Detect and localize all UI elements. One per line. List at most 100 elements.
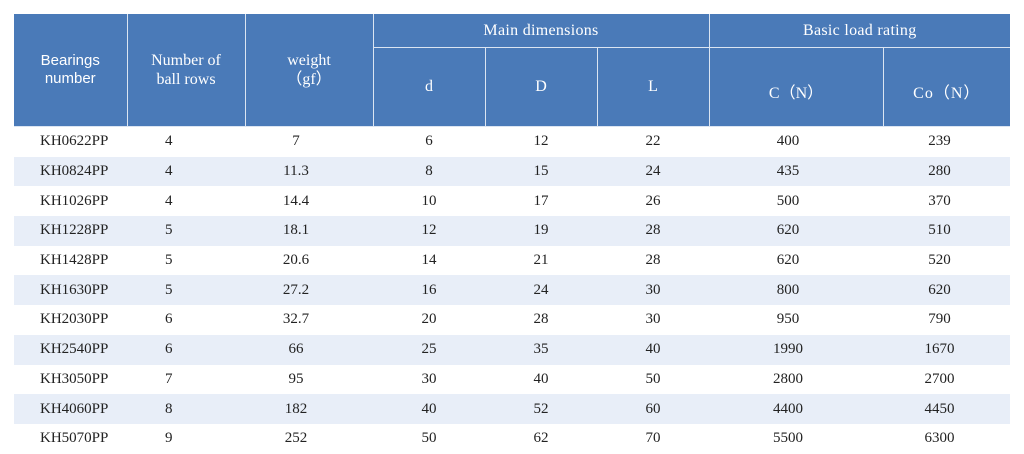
cell-C: 620 (709, 245, 884, 276)
cell-model: KH1026PP (14, 186, 127, 217)
cell-ball-rows: 9 (127, 423, 245, 454)
cell-weight: 20.6 (245, 245, 373, 276)
cell-Co: 520 (883, 245, 1011, 276)
cell-C: 4400 (709, 394, 884, 424)
cell-weight: 95 (245, 364, 373, 395)
cell-model: KH2030PP (14, 305, 127, 335)
cell-model: KH2540PP (14, 334, 127, 365)
cell-D: 24 (485, 275, 597, 306)
cell-C: 5500 (709, 423, 884, 454)
cell-Co: 6300 (883, 423, 1011, 454)
cell-Co: 239 (883, 126, 1011, 157)
cell-ball-rows: 4 (127, 126, 245, 157)
cell-ball-rows: 5 (127, 245, 245, 276)
cell-C: 620 (709, 216, 884, 246)
cell-weight: 18.1 (245, 216, 373, 246)
cell-C: 435 (709, 156, 884, 187)
header-weight: weight （gf） (245, 14, 374, 127)
header-ball-rows: Number of ball rows (127, 14, 246, 127)
table-row: KH5070PP 9 252 50 62 70 5500 6300 (14, 423, 1011, 454)
cell-ball-rows: 5 (127, 275, 245, 306)
cell-Co: 790 (883, 305, 1011, 335)
header-Co: Co（N） (883, 47, 1011, 127)
table-row: KH4060PP 8 182 40 52 60 4400 4450 (14, 394, 1011, 424)
cell-d: 50 (373, 423, 485, 454)
cell-C: 500 (709, 186, 884, 217)
cell-model: KH4060PP (14, 394, 127, 424)
table-row: KH1630PP 5 27.2 16 24 30 800 620 (14, 275, 1011, 306)
cell-weight: 32.7 (245, 305, 373, 335)
bearing-spec-table: Bearings number Number of ball rows weig… (14, 14, 1011, 454)
cell-Co: 620 (883, 275, 1011, 306)
header-L: L (597, 47, 710, 127)
cell-C: 2800 (709, 364, 884, 395)
cell-L: 26 (597, 186, 710, 217)
cell-model: KH1630PP (14, 275, 127, 306)
cell-ball-rows: 5 (127, 216, 245, 246)
cell-model: KH1428PP (14, 245, 127, 276)
cell-D: 62 (485, 423, 597, 454)
table-row: KH0824PP 4 11.3 8 15 24 435 280 (14, 156, 1011, 187)
cell-L: 22 (597, 126, 710, 157)
cell-D: 15 (485, 156, 597, 187)
cell-ball-rows: 6 (127, 334, 245, 365)
cell-Co: 2700 (883, 364, 1011, 395)
cell-d: 16 (373, 275, 485, 306)
cell-model: KH3050PP (14, 364, 127, 395)
cell-L: 30 (597, 275, 710, 306)
table-header: Bearings number Number of ball rows weig… (14, 14, 1011, 127)
cell-weight: 252 (245, 423, 373, 454)
cell-Co: 4450 (883, 394, 1011, 424)
header-D: D (485, 47, 598, 127)
cell-Co: 280 (883, 156, 1011, 187)
bearing-spec-table-container: Bearings number Number of ball rows weig… (14, 14, 1011, 454)
cell-d: 40 (373, 394, 485, 424)
cell-D: 40 (485, 364, 597, 395)
cell-model: KH0622PP (14, 126, 127, 157)
cell-weight: 7 (245, 126, 373, 157)
cell-Co: 510 (883, 216, 1011, 246)
cell-weight: 27.2 (245, 275, 373, 306)
cell-ball-rows: 6 (127, 305, 245, 335)
cell-d: 10 (373, 186, 485, 217)
cell-D: 12 (485, 126, 597, 157)
cell-L: 40 (597, 334, 710, 365)
cell-d: 30 (373, 364, 485, 395)
cell-d: 25 (373, 334, 485, 365)
cell-d: 12 (373, 216, 485, 246)
header-basic-load-rating: Basic load rating (709, 14, 1011, 48)
cell-C: 800 (709, 275, 884, 306)
table-row: KH2540PP 6 66 25 35 40 1990 1670 (14, 334, 1011, 365)
cell-model: KH0824PP (14, 156, 127, 187)
table-row: KH1228PP 5 18.1 12 19 28 620 510 (14, 216, 1011, 246)
cell-D: 21 (485, 245, 597, 276)
cell-d: 6 (373, 126, 485, 157)
table-row: KH1428PP 5 20.6 14 21 28 620 520 (14, 245, 1011, 276)
cell-D: 28 (485, 305, 597, 335)
cell-Co: 1670 (883, 334, 1011, 365)
cell-d: 20 (373, 305, 485, 335)
cell-L: 50 (597, 364, 710, 395)
header-weight-unit: （gf） (286, 71, 332, 88)
cell-weight: 11.3 (245, 156, 373, 187)
cell-L: 24 (597, 156, 710, 187)
cell-model: KH5070PP (14, 423, 127, 454)
cell-L: 28 (597, 216, 710, 246)
cell-L: 28 (597, 245, 710, 276)
cell-weight: 14.4 (245, 186, 373, 217)
cell-Co: 370 (883, 186, 1011, 217)
header-d: d (373, 47, 486, 127)
cell-d: 14 (373, 245, 485, 276)
cell-L: 70 (597, 423, 710, 454)
table-row: KH0622PP 4 7 6 12 22 400 239 (14, 126, 1011, 157)
header-main-dimensions: Main dimensions (373, 14, 710, 48)
cell-L: 60 (597, 394, 710, 424)
table-body: KH0622PP 4 7 6 12 22 400 239 KH0824PP 4 … (14, 126, 1011, 454)
cell-ball-rows: 7 (127, 364, 245, 395)
cell-D: 52 (485, 394, 597, 424)
cell-ball-rows: 8 (127, 394, 245, 424)
cell-C: 400 (709, 126, 884, 157)
cell-model: KH1228PP (14, 216, 127, 246)
cell-ball-rows: 4 (127, 186, 245, 217)
cell-D: 35 (485, 334, 597, 365)
